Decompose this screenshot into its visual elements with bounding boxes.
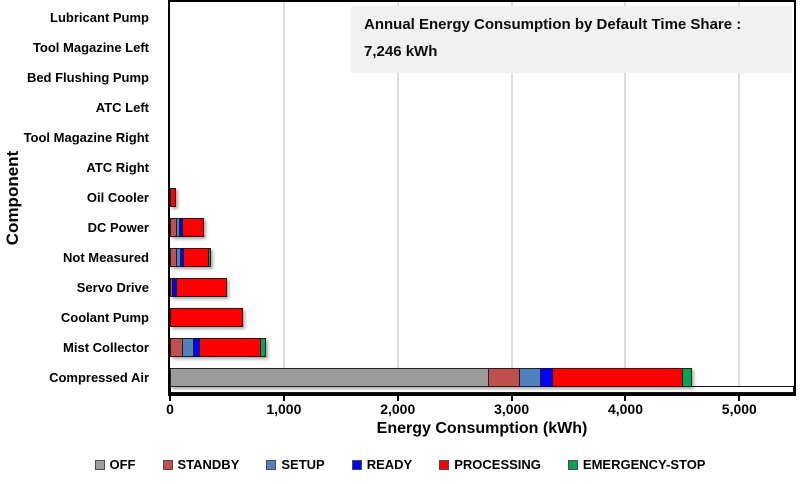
x-tick-label: 0 bbox=[166, 401, 174, 417]
y-axis-label: Compressed Air bbox=[49, 370, 149, 386]
bar-segment-standby bbox=[170, 278, 173, 298]
legend: OFF STANDBY SETUP READY PROCESSING EMERGENCY-… bbox=[0, 457, 800, 472]
y-axis-label: Not Measured bbox=[63, 250, 149, 266]
stacked-bar bbox=[170, 338, 266, 358]
x-tick-label: 5,000 bbox=[721, 401, 757, 417]
y-axis-label: Tool Magazine Left bbox=[32, 39, 149, 55]
bar-segment-processing bbox=[170, 188, 176, 207]
legend-item-off: OFF bbox=[94, 457, 136, 472]
bar-segment-ready bbox=[193, 338, 201, 358]
stacked-bar bbox=[170, 368, 693, 388]
bar-segment-setup bbox=[520, 368, 542, 388]
stacked-bar bbox=[170, 188, 176, 207]
bar-segment-processing bbox=[200, 338, 261, 358]
bar-row bbox=[170, 152, 794, 182]
chart-title-line1: Annual Energy Consumption by Default Tim… bbox=[364, 16, 742, 33]
stacked-bar bbox=[170, 278, 228, 298]
bar-segment-emergency-stop bbox=[682, 368, 693, 388]
bar-row bbox=[170, 92, 794, 122]
bar-segment-ready bbox=[181, 248, 185, 268]
bar-segment-ready bbox=[172, 278, 177, 298]
gridline bbox=[624, 2, 627, 393]
legend-swatch bbox=[266, 459, 277, 470]
bar-row bbox=[170, 363, 794, 393]
x-tick-mark bbox=[396, 396, 399, 401]
y-axis-label: Servo Drive bbox=[76, 280, 149, 296]
chart-title-box: Annual Energy Consumption by Default Tim… bbox=[351, 6, 792, 73]
legend-label: EMERGENCY-STOP bbox=[582, 457, 706, 472]
gridline bbox=[282, 2, 285, 393]
x-tick-label: 2,000 bbox=[380, 401, 416, 417]
x-tick-mark bbox=[169, 396, 171, 401]
bar-segment-processing bbox=[184, 248, 209, 268]
y-axis-label: Tool Magazine Right bbox=[23, 129, 149, 145]
legend-item-processing: PROCESSING bbox=[439, 457, 541, 472]
y-axis-label: Bed Flushing Pump bbox=[26, 69, 149, 85]
y-axis-label: DC Power bbox=[87, 220, 149, 236]
legend-label: STANDBY bbox=[177, 457, 240, 472]
y-axis-labels: Lubricant Pump Tool Magazine Left Bed Flus… bbox=[0, 2, 158, 393]
legend-item-emergency-stop: EMERGENCY-STOP bbox=[567, 457, 706, 472]
bar-segment-setup bbox=[176, 218, 180, 238]
y-axis-label: Lubricant Pump bbox=[50, 9, 149, 25]
y-axis-label: ATC Left bbox=[95, 99, 149, 115]
bar-segment-standby bbox=[170, 218, 177, 238]
legend-item-ready: READY bbox=[351, 457, 413, 472]
bar-segment-standby bbox=[170, 248, 177, 268]
legend-label: READY bbox=[366, 457, 413, 472]
bar-row bbox=[170, 333, 794, 363]
bar-segment-setup bbox=[183, 338, 194, 358]
legend-swatch bbox=[567, 459, 578, 470]
bar-segment-processing bbox=[553, 368, 683, 388]
bar-segment-off bbox=[170, 368, 490, 388]
legend-label: SETUP bbox=[281, 457, 325, 472]
gridline bbox=[396, 2, 399, 393]
legend-swatch bbox=[351, 459, 362, 470]
bar-segment-ready bbox=[179, 218, 183, 238]
bar-row bbox=[170, 303, 794, 333]
chart-title-line2: 7,246 kWh bbox=[364, 43, 438, 60]
bar-row bbox=[170, 213, 794, 243]
x-tick-mark bbox=[510, 396, 513, 401]
stacked-bar bbox=[170, 218, 205, 238]
bar-segment-emergency-stop bbox=[208, 248, 211, 268]
legend-swatch bbox=[94, 459, 105, 470]
legend-swatch bbox=[162, 459, 173, 470]
bar-segment-processing bbox=[182, 218, 205, 238]
x-tick-mark bbox=[738, 396, 741, 401]
y-axis-label: Mist Collector bbox=[63, 340, 149, 356]
x-tick-mark bbox=[282, 396, 285, 401]
bar-rows bbox=[170, 2, 794, 393]
bar-segment-standby bbox=[489, 368, 521, 388]
legend-item-standby: STANDBY bbox=[162, 457, 240, 472]
bar-row bbox=[170, 243, 794, 273]
bar-segment-processing bbox=[176, 278, 228, 298]
stacked-bar bbox=[170, 308, 243, 328]
legend-label: PROCESSING bbox=[454, 457, 541, 472]
bar-segment-emergency-stop bbox=[260, 338, 266, 358]
y-axis-label: Oil Cooler bbox=[86, 190, 149, 205]
x-tick-mark bbox=[624, 396, 627, 401]
bar-row bbox=[170, 273, 794, 303]
y-axis-label: Coolant Pump bbox=[60, 310, 149, 326]
bar-segment-ready bbox=[541, 368, 554, 388]
legend-item-setup: SETUP bbox=[266, 457, 325, 472]
bar-row bbox=[170, 122, 794, 152]
x-tick-label: 1,000 bbox=[266, 401, 302, 417]
x-tick-label: 3,000 bbox=[494, 401, 530, 417]
gridline bbox=[510, 2, 513, 393]
bar-segment-setup bbox=[176, 248, 182, 268]
x-axis-title: Energy Consumption (kWh) bbox=[376, 420, 588, 437]
stacked-bar bbox=[170, 248, 211, 268]
legend-label: OFF bbox=[109, 457, 136, 472]
bar-segment-standby bbox=[170, 338, 184, 358]
legend-swatch bbox=[439, 459, 450, 470]
y-axis-label: ATC Right bbox=[86, 159, 149, 175]
x-tick-label: 4,000 bbox=[607, 401, 643, 417]
bar-row bbox=[170, 182, 794, 212]
gridline bbox=[738, 2, 741, 393]
bar-segment-processing bbox=[170, 308, 243, 328]
